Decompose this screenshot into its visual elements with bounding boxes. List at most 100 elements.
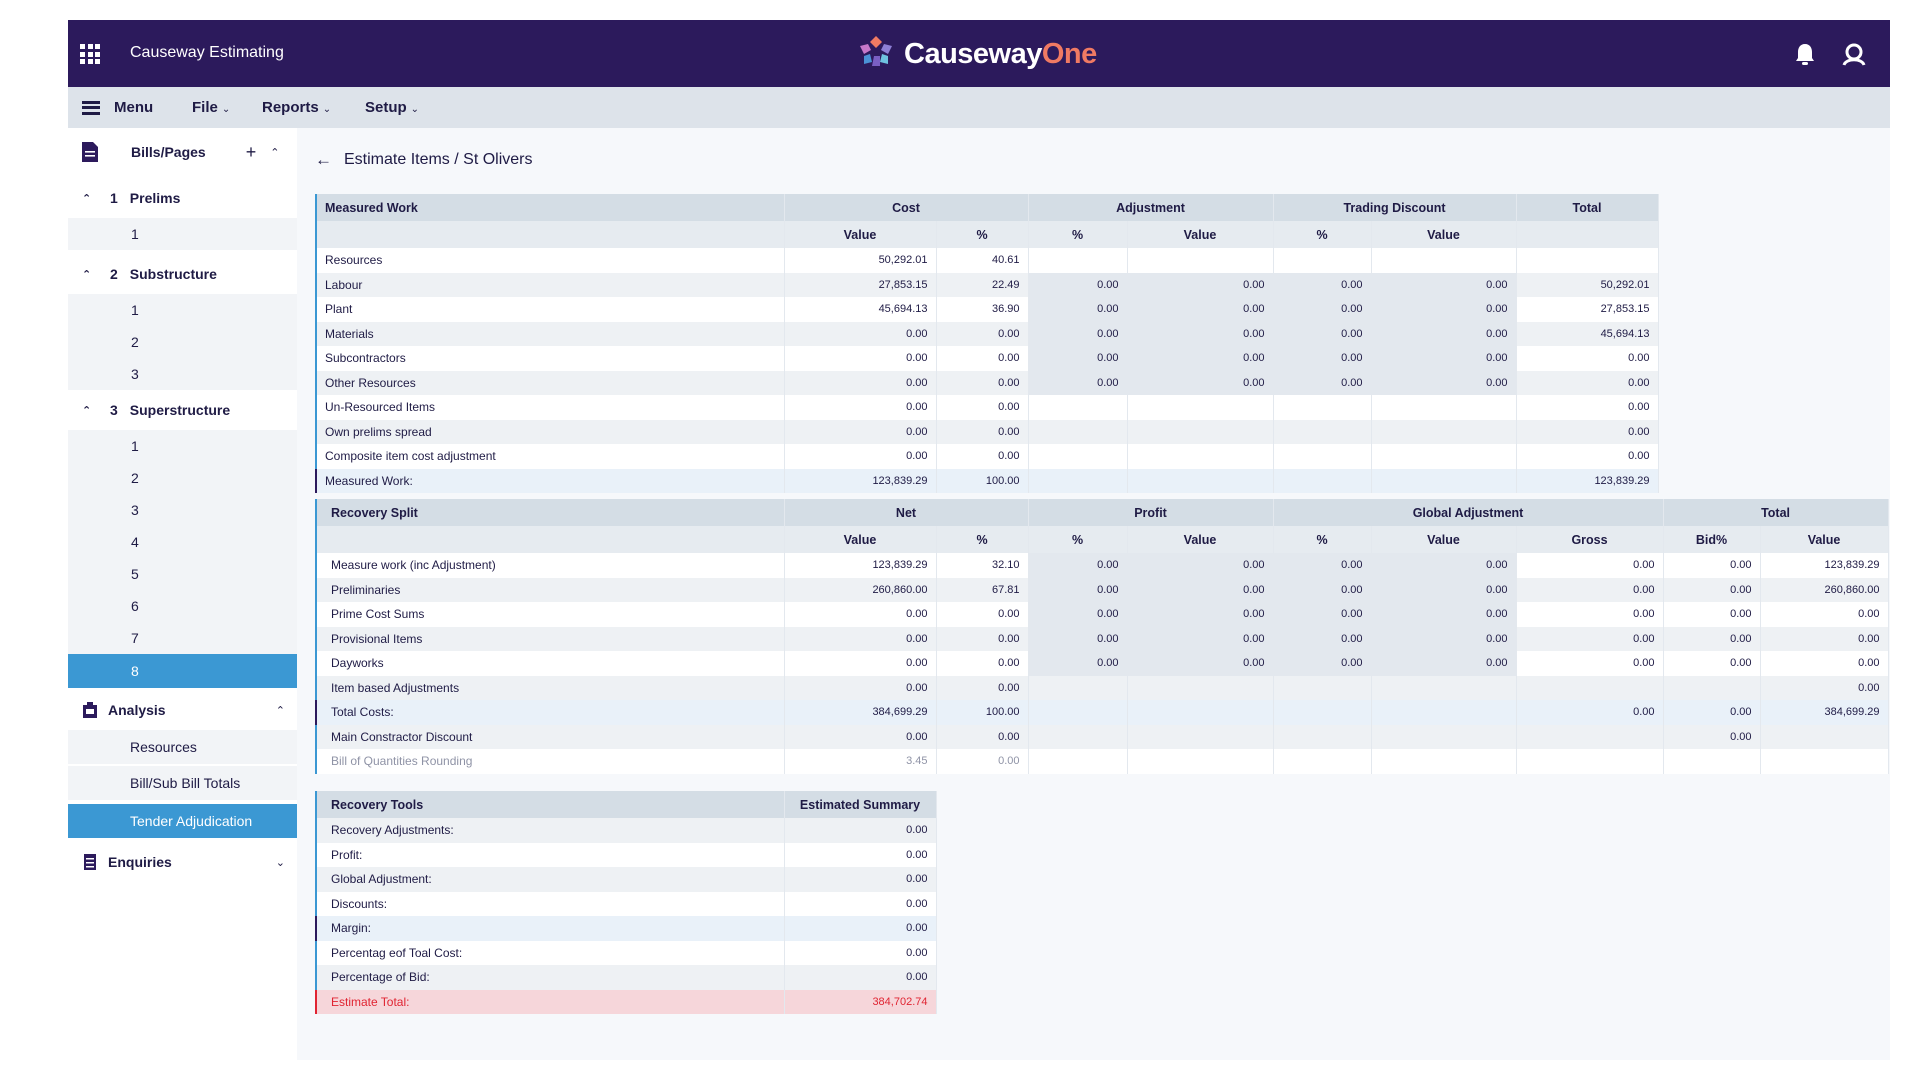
logo-flower-icon xyxy=(860,36,892,66)
sidebar: Bills/Pages + ⌃ ⌃ 1 Prelims 1 ⌃ 2 Substr… xyxy=(68,128,297,1060)
value-cell: 0.00 xyxy=(1663,700,1761,725)
analysis-item-tender-adjudication[interactable]: Tender Adjudication xyxy=(68,804,297,838)
value-cell xyxy=(1663,749,1761,774)
value-cell: 0.00 xyxy=(1663,626,1761,651)
chevron-down-icon: ⌄ xyxy=(322,103,332,115)
page-item[interactable]: 2 xyxy=(68,326,297,358)
page-item[interactable]: 2 xyxy=(68,462,297,494)
page-item[interactable]: 3 xyxy=(68,494,297,526)
value-cell xyxy=(1028,248,1128,273)
page-item[interactable]: 1 xyxy=(68,294,297,326)
value-cell: 0.00 xyxy=(1516,419,1659,444)
chevron-up-icon[interactable]: ⌃ xyxy=(82,268,92,281)
value-cell: 0.00 xyxy=(1371,272,1517,297)
page-item[interactable]: 3 xyxy=(68,358,297,390)
bills-pages-header: Bills/Pages + ⌃ xyxy=(68,136,297,168)
value-cell: 0.00 xyxy=(784,651,937,676)
value-cell: 0.00 xyxy=(936,370,1029,395)
section-superstructure[interactable]: ⌃ 3 Superstructure xyxy=(68,394,297,426)
value-cell: 0.00 xyxy=(784,891,937,916)
page-label: 3 xyxy=(131,502,139,518)
value-cell: 0.00 xyxy=(936,675,1029,700)
value-cell: 0.00 xyxy=(1273,272,1372,297)
section-prelims[interactable]: ⌃ 1 Prelims xyxy=(68,182,297,214)
subheader-cell: Bid% xyxy=(1663,526,1761,553)
page-label: 7 xyxy=(131,630,139,646)
user-account-icon[interactable] xyxy=(1842,42,1866,66)
back-arrow-icon[interactable]: ← xyxy=(315,150,332,169)
subheader-cell: % xyxy=(936,526,1029,553)
value-cell xyxy=(1371,419,1517,444)
header-cell: Recovery Split xyxy=(315,499,785,526)
chevron-down-icon[interactable]: ⌄ xyxy=(275,856,285,869)
page-item[interactable]: 5 xyxy=(68,558,297,590)
enquiries-header[interactable]: Enquiries ⌄ xyxy=(68,846,297,878)
enquiries-title: Enquiries xyxy=(108,854,172,870)
page-item[interactable]: 1 xyxy=(68,218,297,250)
app-launcher-icon[interactable] xyxy=(80,44,100,64)
row-label: Plant xyxy=(315,297,785,322)
row-label: Labour xyxy=(315,272,785,297)
value-cell: 0.00 xyxy=(1273,553,1372,578)
value-cell xyxy=(1516,675,1664,700)
setup-menu-label: Setup xyxy=(365,99,407,116)
page-item[interactable]: 7 xyxy=(68,622,297,654)
top-bar: Causeway Estimating CausewayOne xyxy=(68,20,1890,87)
notifications-bell-icon[interactable] xyxy=(1794,42,1816,66)
value-cell: 0.00 xyxy=(1371,297,1517,322)
value-cell xyxy=(1127,419,1274,444)
value-cell: 0.00 xyxy=(1273,346,1372,371)
page-item[interactable]: 1 xyxy=(68,430,297,462)
value-cell: 0.00 xyxy=(1663,602,1761,627)
document-icon xyxy=(82,142,98,162)
page-item[interactable]: 6 xyxy=(68,590,297,622)
value-cell xyxy=(1273,749,1372,774)
analysis-item-label: Bill/Sub Bill Totals xyxy=(130,775,241,791)
page-item[interactable]: 4 xyxy=(68,526,297,558)
logo-text-one: One xyxy=(1041,37,1097,70)
chevron-up-icon[interactable]: ⌃ xyxy=(270,146,280,159)
table-row: Un-Resourced Items 0.00 0.00 0.00 xyxy=(315,395,1659,420)
subheader-cell xyxy=(315,526,785,553)
value-cell: 0.00 xyxy=(936,419,1029,444)
page-item-selected[interactable]: 8 xyxy=(68,654,297,688)
file-menu[interactable]: File ⌄ xyxy=(192,99,230,116)
analysis-item-bill-totals[interactable]: Bill/Sub Bill Totals xyxy=(68,766,297,800)
analysis-item-resources[interactable]: Resources xyxy=(68,730,297,764)
value-cell: 0.00 xyxy=(1273,602,1372,627)
table-row: Measure work (inc Adjustment) 123,839.29 3… xyxy=(315,553,1889,578)
add-icon[interactable]: + xyxy=(245,141,257,162)
value-cell: 36.90 xyxy=(936,297,1029,322)
setup-menu[interactable]: Setup ⌄ xyxy=(365,99,419,116)
table-row: Composite item cost adjustment 0.00 0.00 0.… xyxy=(315,444,1659,469)
value-cell: 0.00 xyxy=(1273,626,1372,651)
value-cell xyxy=(1273,724,1372,749)
section-substructure[interactable]: ⌃ 2 Substructure xyxy=(68,258,297,290)
value-cell xyxy=(1028,468,1128,493)
row-label: Own prelims spread xyxy=(315,419,785,444)
chevron-up-icon[interactable]: ⌃ xyxy=(82,192,92,205)
value-cell xyxy=(1273,468,1372,493)
value-cell: 0.00 xyxy=(1127,297,1274,322)
value-cell: 0.00 xyxy=(1028,370,1128,395)
main-menu-button[interactable]: Menu xyxy=(82,99,153,116)
value-cell: 67.81 xyxy=(936,577,1029,602)
value-cell: 0.00 xyxy=(1760,675,1889,700)
subheader-cell xyxy=(1516,221,1659,248)
table-row: Provisional Items 0.00 0.00 0.00 0.00 0.00 0.0… xyxy=(315,626,1889,651)
chevron-up-icon[interactable]: ⌃ xyxy=(82,404,92,417)
value-cell: 0.00 xyxy=(1663,724,1761,749)
page-label: 5 xyxy=(131,566,139,582)
header-row: Recovery Split Net Profit Global Adjustment… xyxy=(315,499,1889,526)
value-cell: 0.00 xyxy=(784,602,937,627)
table-row: Recovery Adjustments: 0.00 xyxy=(315,818,937,843)
menu-label: Menu xyxy=(114,99,154,116)
section-name: Substructure xyxy=(129,266,217,282)
value-cell: 3.45 xyxy=(784,749,937,774)
value-cell: 0.00 xyxy=(1371,626,1517,651)
value-cell xyxy=(1371,749,1517,774)
reports-menu[interactable]: Reports ⌄ xyxy=(262,99,331,116)
chevron-up-icon[interactable]: ⌃ xyxy=(275,704,285,717)
analysis-header[interactable]: Analysis ⌃ xyxy=(68,694,297,726)
table-row: Subcontractors 0.00 0.00 0.00 0.00 0.00 0.00 0.… xyxy=(315,346,1659,371)
